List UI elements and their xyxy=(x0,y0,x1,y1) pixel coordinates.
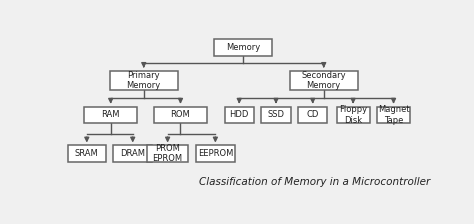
Text: PROM
EPROM: PROM EPROM xyxy=(153,144,182,163)
Text: Primary
Memory: Primary Memory xyxy=(127,71,161,90)
Bar xyxy=(261,107,291,123)
Text: SSD: SSD xyxy=(267,110,284,119)
Text: SRAM: SRAM xyxy=(75,149,99,158)
Bar xyxy=(213,39,272,56)
Bar xyxy=(147,145,188,162)
Text: Magnet
Tape: Magnet Tape xyxy=(378,105,410,125)
Text: RAM: RAM xyxy=(101,110,120,119)
Bar xyxy=(377,107,410,123)
Text: Classification of Memory in a Microcontroller: Classification of Memory in a Microcontr… xyxy=(199,177,430,187)
Text: Floppy
Disk: Floppy Disk xyxy=(339,105,367,125)
Bar xyxy=(225,107,254,123)
Text: Memory: Memory xyxy=(226,43,260,52)
Text: DRAM: DRAM xyxy=(120,149,145,158)
Bar xyxy=(110,71,178,90)
Bar xyxy=(290,71,358,90)
Bar xyxy=(337,107,370,123)
Text: CD: CD xyxy=(307,110,319,119)
Text: EEPROM: EEPROM xyxy=(198,149,233,158)
Bar xyxy=(196,145,235,162)
Bar xyxy=(154,107,207,123)
Text: ROM: ROM xyxy=(171,110,191,119)
Bar xyxy=(113,145,152,162)
Text: HDD: HDD xyxy=(229,110,249,119)
Bar xyxy=(84,107,137,123)
Bar xyxy=(67,145,106,162)
Bar xyxy=(298,107,328,123)
Text: Secondary
Memory: Secondary Memory xyxy=(301,71,346,90)
